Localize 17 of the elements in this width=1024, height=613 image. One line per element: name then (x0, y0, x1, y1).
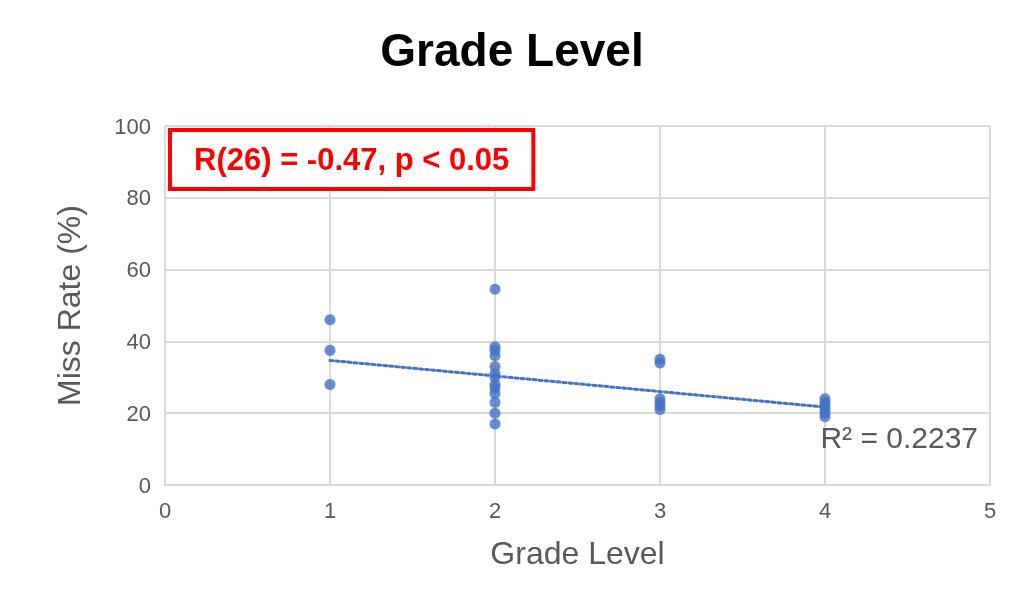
x-axis-title: Grade Level (490, 535, 665, 571)
x-tick-label: 4 (818, 497, 832, 523)
x-tick-label: 5 (983, 497, 997, 523)
x-tick-label: 3 (653, 497, 667, 523)
y-tick-label: 100 (114, 113, 151, 139)
x-tick-label: 2 (488, 497, 502, 523)
x-tick-label: 0 (158, 497, 172, 523)
y-axis-title: Miss Rate (%) (51, 205, 87, 406)
y-tick-label: 40 (126, 328, 151, 354)
x-tick-label: 1 (323, 497, 337, 523)
y-tick-label: 0 (138, 472, 151, 498)
y-tick-label: 60 (126, 257, 151, 283)
y-tick-label: 20 (126, 400, 151, 426)
chart-title: Grade Level (380, 24, 644, 76)
annotation: R(26) = -0.47, p < 0.05 (194, 142, 510, 177)
y-tick-label: 80 (126, 185, 151, 211)
annotation: R² = 0.2237 (820, 420, 979, 454)
